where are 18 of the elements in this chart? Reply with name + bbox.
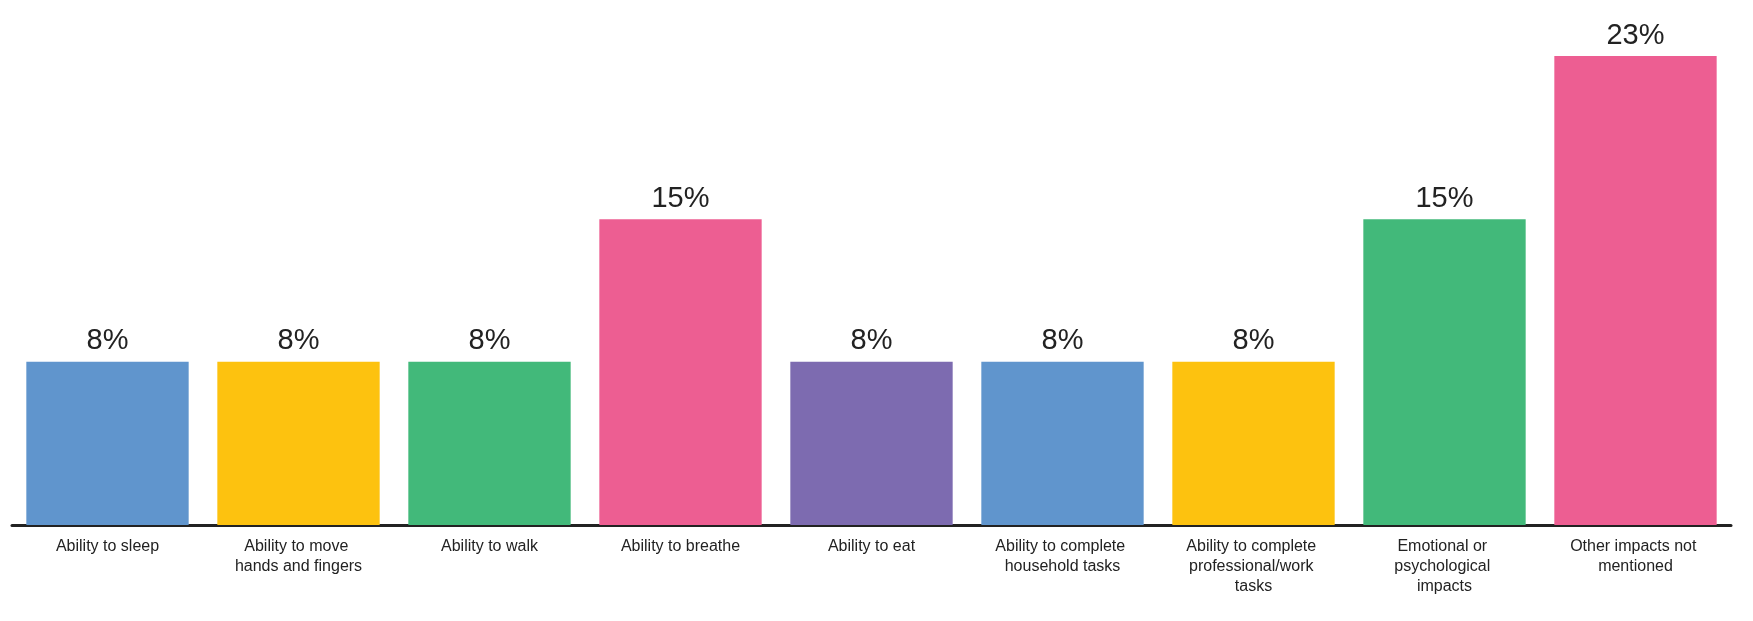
x-tick-label: Ability to walk — [441, 536, 539, 554]
x-tick-label: Other impacts not mentioned — [1570, 536, 1701, 574]
data-label: 8% — [277, 323, 320, 356]
data-label: 15% — [1415, 180, 1474, 213]
data-label: 8% — [86, 323, 129, 356]
x-tick-label: Ability to complete household tasks — [995, 536, 1130, 574]
x-tick-label: Ability to move hands and fingers — [234, 536, 363, 574]
data-label: 8% — [1041, 323, 1084, 356]
data-label: 8% — [850, 323, 893, 356]
data-label: 15% — [651, 180, 710, 213]
x-tick-label: Ability to eat — [827, 536, 916, 554]
x-tick-label: Ability to sleep — [55, 536, 160, 554]
x-tick-label: Ability to breathe — [620, 536, 741, 554]
data-label: 8% — [1232, 323, 1275, 356]
x-tick-label: Ability to complete professional/work tasks — [1186, 536, 1321, 594]
data-label: 8% — [468, 323, 511, 356]
x-tick-label: Emotional or psychological impacts — [1394, 536, 1495, 594]
data-label: 23% — [1606, 17, 1665, 50]
